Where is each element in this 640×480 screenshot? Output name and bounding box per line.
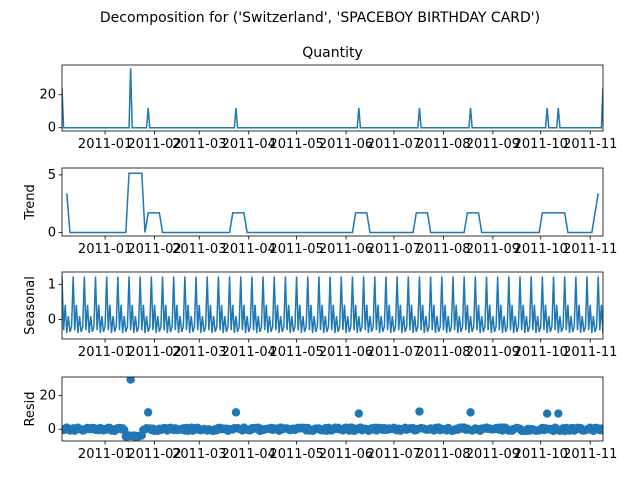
panel-3: 012011-012011-022011-032011-042011-05201… bbox=[23, 271, 617, 360]
panel-3-frame bbox=[61, 271, 604, 340]
x-tick-label: 2011-03 bbox=[172, 447, 226, 462]
panel-2-data bbox=[66, 172, 599, 234]
x-tick-label: 2011-11 bbox=[563, 242, 617, 257]
x-tick-label: 2011-04 bbox=[222, 345, 276, 360]
x-tick-label: 2011-06 bbox=[319, 242, 373, 257]
y-tick-label: 20 bbox=[39, 389, 56, 404]
x-tick-label: 2011-05 bbox=[269, 137, 323, 152]
x-tick-label: 2011-09 bbox=[466, 137, 520, 152]
x-tick-label: 2011-01 bbox=[78, 345, 132, 360]
resid-point bbox=[120, 425, 129, 435]
x-tick-label: 2011-06 bbox=[319, 447, 373, 462]
resid-point bbox=[466, 408, 475, 417]
x-tick-label: 2011-10 bbox=[514, 242, 568, 257]
panel-4: 0202011-012011-022011-032011-042011-0520… bbox=[23, 376, 617, 462]
panel-2-frame bbox=[61, 167, 604, 237]
x-tick-label: 2011-03 bbox=[172, 242, 226, 257]
panel-ylabel: Trend bbox=[23, 184, 38, 221]
x-tick-label: 2011-01 bbox=[78, 447, 132, 462]
panels-group: 0202011-012011-022011-032011-042011-0520… bbox=[23, 45, 617, 462]
resid-point bbox=[415, 407, 424, 416]
x-tick-label: 2011-10 bbox=[514, 137, 568, 152]
x-tick-label: 2011-09 bbox=[466, 447, 520, 462]
x-tick-label: 2011-02 bbox=[127, 447, 181, 462]
x-tick-label: 2011-10 bbox=[514, 345, 568, 360]
resid-point bbox=[598, 426, 603, 435]
x-tick-label: 2011-08 bbox=[416, 242, 470, 257]
panel-3-data bbox=[62, 276, 603, 334]
x-tick-label: 2011-03 bbox=[172, 137, 226, 152]
x-tick-label: 2011-01 bbox=[78, 242, 132, 257]
x-tick-label: 2011-04 bbox=[222, 447, 276, 462]
panel-1-frame bbox=[61, 64, 604, 132]
x-tick-label: 2011-07 bbox=[367, 345, 421, 360]
y-tick-label: 0 bbox=[48, 422, 56, 437]
trend-series-line bbox=[66, 172, 599, 234]
panel-4-frame bbox=[61, 376, 604, 442]
resid-point bbox=[354, 409, 364, 418]
y-tick-label: 0 bbox=[48, 313, 56, 328]
y-tick-label: 0 bbox=[48, 226, 56, 241]
resid-point bbox=[542, 409, 552, 418]
x-tick-label: 2011-08 bbox=[416, 447, 470, 462]
x-tick-label: 2011-08 bbox=[416, 345, 470, 360]
x-tick-label: 2011-03 bbox=[172, 345, 226, 360]
panel-1-data bbox=[62, 68, 603, 129]
x-tick-label: 2011-07 bbox=[367, 447, 421, 462]
x-tick-label: 2011-04 bbox=[222, 242, 276, 257]
panel-2: 052011-012011-022011-032011-042011-05201… bbox=[23, 167, 617, 257]
x-tick-label: 2011-02 bbox=[127, 242, 181, 257]
resid-point bbox=[143, 408, 153, 417]
x-tick-label: 2011-02 bbox=[127, 345, 181, 360]
x-tick-label: 2011-09 bbox=[466, 345, 520, 360]
resid-point bbox=[126, 377, 135, 384]
resid-point bbox=[554, 409, 563, 418]
panel-4-data bbox=[62, 377, 603, 441]
y-tick-label: 5 bbox=[48, 168, 56, 183]
x-tick-label: 2011-07 bbox=[367, 242, 421, 257]
y-tick-label: 0 bbox=[48, 121, 56, 136]
seasonal-series-line bbox=[62, 276, 603, 334]
figure-suptitle: Decomposition for ('Switzerland', 'SPACE… bbox=[100, 10, 540, 26]
panel-ylabel: Resid bbox=[23, 391, 38, 426]
x-tick-label: 2011-07 bbox=[367, 137, 421, 152]
y-tick-label: 20 bbox=[39, 88, 56, 103]
x-tick-label: 2011-08 bbox=[416, 137, 470, 152]
x-tick-label: 2011-05 bbox=[269, 345, 323, 360]
resid-point bbox=[231, 408, 241, 417]
x-tick-label: 2011-11 bbox=[563, 447, 617, 462]
quantity-series-line bbox=[62, 68, 603, 129]
x-tick-label: 2011-04 bbox=[222, 137, 276, 152]
x-tick-label: 2011-11 bbox=[563, 137, 617, 152]
panel-1: 0202011-012011-022011-032011-042011-0520… bbox=[39, 45, 617, 152]
x-tick-label: 2011-05 bbox=[269, 242, 323, 257]
y-tick-label: 1 bbox=[48, 277, 56, 292]
panel-title: Quantity bbox=[302, 45, 363, 61]
x-tick-label: 2011-02 bbox=[127, 137, 181, 152]
x-tick-label: 2011-05 bbox=[269, 447, 323, 462]
x-tick-label: 2011-01 bbox=[78, 137, 132, 152]
x-tick-label: 2011-09 bbox=[466, 242, 520, 257]
x-tick-label: 2011-06 bbox=[319, 345, 373, 360]
panel-ylabel: Seasonal bbox=[23, 276, 38, 335]
x-tick-label: 2011-11 bbox=[563, 345, 617, 360]
x-tick-label: 2011-06 bbox=[319, 137, 373, 152]
x-tick-label: 2011-10 bbox=[514, 447, 568, 462]
